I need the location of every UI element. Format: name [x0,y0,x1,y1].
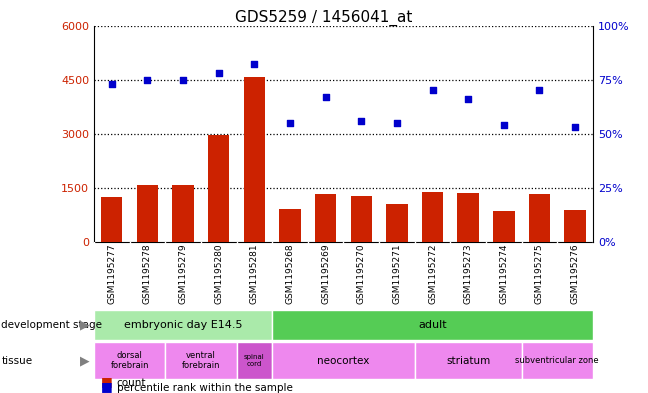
Text: GSM1195273: GSM1195273 [464,244,472,304]
Point [356,118,367,124]
Point [178,76,188,83]
Bar [94,310,272,340]
Point [143,76,153,83]
Text: GSM1195278: GSM1195278 [143,244,152,304]
Point [534,87,544,94]
Text: tissue: tissue [1,356,32,365]
Text: GSM1195279: GSM1195279 [179,244,187,304]
Point [392,119,402,126]
Text: spinal
cord: spinal cord [244,354,265,367]
Text: GSM1195269: GSM1195269 [321,244,330,304]
Point [499,122,509,128]
Point [570,124,581,130]
Bar [208,136,229,242]
Point [106,81,117,87]
Text: GSM1195277: GSM1195277 [108,244,116,304]
Text: GSM1195275: GSM1195275 [535,244,544,304]
Bar [237,342,272,379]
Text: GSM1195281: GSM1195281 [250,244,259,304]
Text: dorsal
forebrain: dorsal forebrain [110,351,149,370]
Bar [415,342,522,379]
Bar [522,342,593,379]
Text: count: count [117,378,146,388]
Bar [529,194,550,242]
Text: ■: ■ [100,375,112,388]
Text: ■: ■ [100,380,112,393]
Text: GSM1195280: GSM1195280 [214,244,223,304]
Point [214,70,224,76]
Bar [272,310,593,340]
Bar [315,194,336,242]
Text: neocortex: neocortex [318,356,369,365]
Bar [457,193,479,242]
Point [428,87,438,94]
Point [463,96,473,102]
Bar [279,209,301,242]
Text: percentile rank within the sample: percentile rank within the sample [117,383,292,393]
Text: ▶: ▶ [80,354,89,367]
Text: GSM1195270: GSM1195270 [357,244,365,304]
Text: GSM1195276: GSM1195276 [571,244,579,304]
Text: adult: adult [418,320,447,330]
Bar [386,204,408,242]
Text: ventral
forebrain: ventral forebrain [181,351,220,370]
Bar [94,342,165,379]
Bar [351,196,372,242]
Bar [165,342,237,379]
Text: GDS5259 / 1456041_at: GDS5259 / 1456041_at [235,10,413,26]
Text: GSM1195272: GSM1195272 [428,244,437,304]
Bar [244,77,265,242]
Bar [172,185,194,242]
Bar [564,210,586,242]
Text: GSM1195268: GSM1195268 [286,244,294,304]
Text: striatum: striatum [446,356,491,365]
Bar [422,192,443,242]
Bar [101,196,122,242]
Bar [493,211,515,242]
Text: GSM1195271: GSM1195271 [393,244,401,304]
Point [285,119,295,126]
Point [249,61,259,68]
Text: ▶: ▶ [80,319,89,332]
Text: development stage: development stage [1,320,102,330]
Text: GSM1195274: GSM1195274 [500,244,508,304]
Text: subventricular zone: subventricular zone [515,356,599,365]
Bar [137,185,158,242]
Point [320,94,330,100]
Bar [272,342,415,379]
Text: embryonic day E14.5: embryonic day E14.5 [124,320,242,330]
